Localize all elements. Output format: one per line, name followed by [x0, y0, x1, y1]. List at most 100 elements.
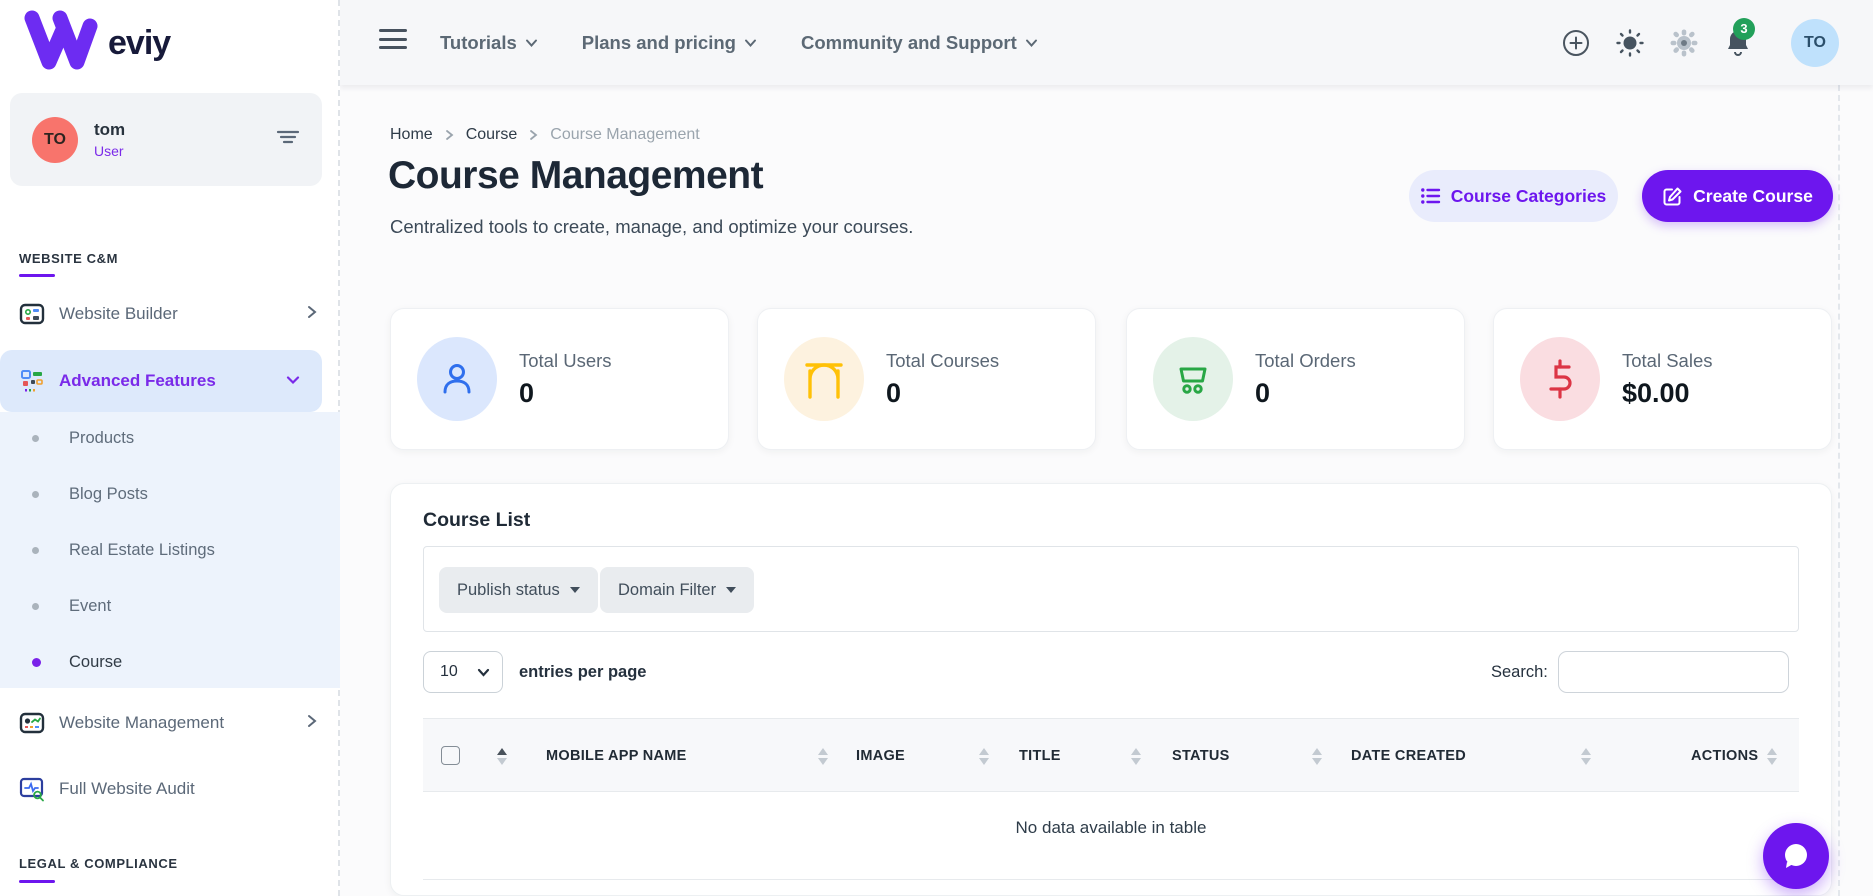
settings-button[interactable]	[1669, 28, 1699, 58]
column-header-actions[interactable]: ACTIONS	[1691, 748, 1759, 764]
column-header-date-created[interactable]: DATE CREATED	[1351, 748, 1467, 764]
sidebar: eviy TO tom User WEBSITE C&M Website Bui…	[0, 0, 340, 896]
sort-icon	[979, 719, 989, 793]
stat-value: 0	[519, 377, 535, 408]
cart-icon	[1153, 337, 1233, 421]
website-management-icon	[19, 710, 45, 736]
sidebar-item-products[interactable]: Products	[0, 416, 340, 460]
topnav-label: Tutorials	[440, 31, 517, 53]
column-header-mobile-app-name[interactable]: MOBILE APP NAME	[546, 748, 687, 764]
search-label: Search:	[1491, 662, 1548, 681]
breadcrumb-chevron-icon	[529, 129, 538, 141]
breadcrumb-course[interactable]: Course	[465, 126, 518, 143]
sidebar-item-real-estate-listings[interactable]: Real Estate Listings	[0, 528, 340, 572]
entries-value: 10	[440, 663, 458, 680]
topnav-plans-and-pricing[interactable]: Plans and pricing	[582, 32, 757, 54]
stat-value: 0	[886, 377, 902, 408]
sidebar-item-full-website-audit[interactable]: Full Website Audit	[0, 766, 340, 812]
user-card: TO tom User	[10, 93, 322, 186]
edit-icon	[1663, 187, 1682, 205]
bullet-icon	[32, 546, 39, 554]
sidebar-item-advanced-features[interactable]: Advanced Features	[0, 350, 322, 412]
brand-w-icon	[22, 10, 114, 77]
bullet-icon	[32, 434, 39, 442]
notification-badge: 3	[1733, 17, 1755, 40]
sidebar-item-event[interactable]: Event	[0, 584, 340, 628]
stat-value: 0	[1255, 377, 1271, 408]
column-header-image[interactable]: IMAGE	[856, 748, 906, 764]
entries-per-page-select[interactable]: 10	[423, 651, 503, 693]
stat-label: Total Courses	[886, 349, 1000, 371]
section-underline	[19, 274, 55, 277]
sort-icon	[818, 719, 828, 793]
bullet-icon	[32, 657, 41, 667]
user-name: tom	[94, 120, 126, 139]
users-icon	[417, 337, 497, 421]
stat-label: Total Sales	[1622, 349, 1713, 371]
entries-per-page-label: entries per page	[519, 662, 647, 681]
advanced-features-icon	[19, 368, 45, 394]
notifications-button[interactable]: 3	[1723, 17, 1755, 58]
sidebar-item-label: Products	[69, 428, 135, 447]
course-arch-icon	[784, 337, 864, 421]
list-icon	[1420, 188, 1440, 204]
user-role: User	[94, 143, 124, 159]
topnav-community-and-support[interactable]: Community and Support	[801, 32, 1038, 54]
breadcrumb-home[interactable]: Home	[390, 126, 433, 143]
advanced-features-submenu: Products Blog Posts Real Estate Listings…	[0, 412, 340, 688]
chevron-down-icon	[286, 371, 300, 391]
add-new-button[interactable]	[1561, 28, 1591, 58]
theme-toggle-button[interactable]	[1615, 28, 1645, 58]
column-header-status[interactable]: STATUS	[1172, 748, 1230, 764]
hamburger-menu-icon[interactable]	[378, 26, 408, 52]
sort-icon	[1312, 719, 1322, 793]
section-underline	[19, 880, 55, 883]
chat-bubble-icon	[1785, 844, 1807, 868]
filter-label: Publish status	[457, 580, 560, 599]
stat-value: $0.00	[1622, 377, 1690, 408]
publish-status-filter[interactable]: Publish status	[439, 567, 598, 613]
sidebar-item-website-builder[interactable]: Website Builder	[0, 291, 340, 337]
domain-filter[interactable]: Domain Filter	[600, 567, 755, 613]
search-input[interactable]	[1558, 651, 1789, 693]
top-bar: Tutorials Plans and pricing Community an…	[340, 0, 1873, 85]
topnav-tutorials[interactable]: Tutorials	[440, 32, 538, 54]
sidebar-item-label: Advanced Features	[59, 371, 216, 390]
brand-logo[interactable]: eviy	[22, 10, 171, 77]
user-avatar: TO	[32, 116, 78, 163]
sidebar-item-label: Real Estate Listings	[69, 540, 215, 559]
topnav-label: Community and Support	[800, 31, 1017, 53]
bullet-icon	[32, 490, 39, 498]
stat-card-total-courses: Total Courses 0	[757, 308, 1096, 450]
sidebar-item-course[interactable]: Course	[0, 640, 340, 684]
sidebar-item-label: Course	[69, 652, 123, 671]
sort-icon	[497, 719, 507, 793]
plus-circle-icon	[1563, 29, 1589, 56]
sun-icon	[1616, 28, 1644, 57]
sidebar-section-legal-compliance: LEGAL & COMPLIANCE	[19, 856, 178, 871]
website-builder-icon	[19, 301, 45, 327]
page-subtitle: Centralized tools to create, manage, and…	[390, 216, 914, 237]
column-header-title[interactable]: TITLE	[1019, 748, 1061, 764]
sidebar-item-label: Website Builder	[59, 304, 178, 323]
stat-card-total-orders: Total Orders 0	[1126, 308, 1465, 450]
stat-card-total-sales: Total Sales $0.00	[1493, 308, 1832, 450]
select-all-checkbox[interactable]	[441, 746, 460, 765]
chat-widget-button[interactable]	[1763, 823, 1829, 889]
breadcrumb-current: Course Management	[550, 126, 700, 143]
course-list-panel: Course List Publish status Domain Filter…	[390, 483, 1832, 896]
chevron-right-icon	[306, 304, 318, 324]
chevron-down-icon	[477, 668, 490, 677]
sort-icon	[1767, 719, 1777, 793]
topnav-label: Plans and pricing	[581, 31, 736, 53]
stat-card-total-users: Total Users 0	[390, 308, 729, 450]
sidebar-item-blog-posts[interactable]: Blog Posts	[0, 472, 340, 516]
header-avatar[interactable]: TO	[1791, 18, 1839, 67]
chevron-down-icon	[525, 39, 537, 47]
dollar-icon	[1520, 337, 1600, 421]
sort-icon	[1581, 719, 1591, 793]
create-course-button[interactable]: Create Course	[1642, 170, 1833, 222]
sidebar-item-website-management[interactable]: Website Management	[0, 700, 340, 746]
course-categories-button[interactable]: Course Categories	[1409, 170, 1618, 222]
user-menu-icon[interactable]	[276, 128, 300, 151]
